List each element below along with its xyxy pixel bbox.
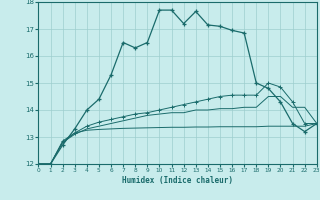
X-axis label: Humidex (Indice chaleur): Humidex (Indice chaleur)	[122, 176, 233, 185]
